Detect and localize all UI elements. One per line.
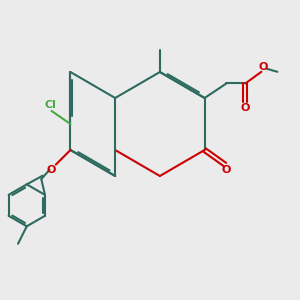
Text: O: O: [258, 62, 268, 72]
Text: O: O: [241, 103, 250, 113]
Text: O: O: [47, 165, 56, 175]
Text: Cl: Cl: [44, 100, 56, 110]
Text: O: O: [222, 165, 231, 176]
